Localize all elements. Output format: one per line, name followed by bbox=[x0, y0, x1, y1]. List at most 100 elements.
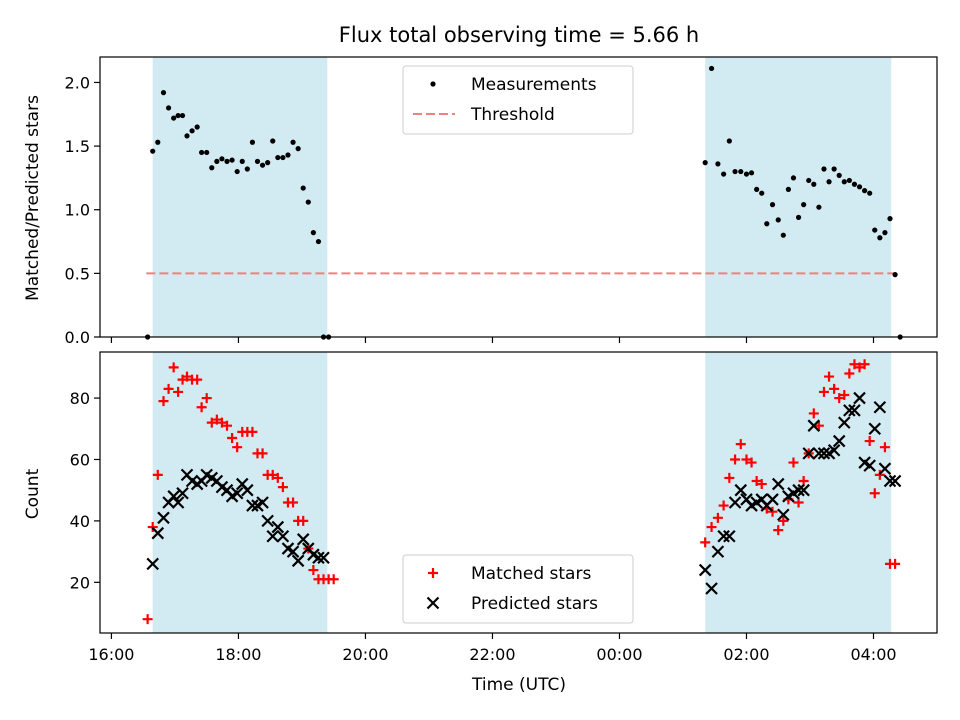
data-point bbox=[317, 551, 330, 565]
data-point bbox=[151, 526, 165, 540]
data-point bbox=[807, 419, 821, 432]
data-point bbox=[192, 374, 203, 385]
data-point bbox=[808, 408, 819, 419]
data-point bbox=[839, 389, 850, 400]
data-point bbox=[176, 486, 189, 500]
x-tick-label: 04:00 bbox=[850, 645, 896, 664]
data-point bbox=[175, 112, 181, 119]
data-point bbox=[147, 522, 158, 533]
data-point bbox=[836, 172, 842, 178]
data-point bbox=[844, 368, 855, 379]
y-axis-label-bottom: Count bbox=[23, 468, 43, 519]
y-tick-label: 0.0 bbox=[65, 328, 90, 347]
legend-box bbox=[402, 554, 634, 624]
data-point bbox=[291, 554, 305, 568]
data-point bbox=[222, 420, 233, 431]
data-point bbox=[864, 436, 875, 447]
data-point bbox=[888, 474, 902, 488]
legend-label: Threshold bbox=[470, 105, 555, 125]
data-point bbox=[204, 149, 210, 156]
data-point bbox=[275, 154, 281, 161]
data-point bbox=[883, 474, 897, 488]
data-point bbox=[271, 520, 285, 534]
data-point bbox=[732, 168, 738, 175]
data-point bbox=[813, 420, 824, 431]
data-point bbox=[312, 551, 325, 565]
x-tick-label: 22:00 bbox=[469, 645, 515, 664]
data-point bbox=[165, 105, 172, 111]
data-point bbox=[790, 175, 797, 181]
data-point bbox=[890, 558, 901, 569]
data-point bbox=[715, 161, 721, 167]
data-point bbox=[706, 522, 717, 533]
data-point bbox=[797, 483, 810, 497]
data-point bbox=[184, 133, 190, 139]
data-point bbox=[266, 529, 280, 543]
data-point bbox=[879, 442, 890, 453]
data-point bbox=[219, 156, 225, 162]
data-point bbox=[241, 483, 254, 497]
data-point bbox=[155, 139, 161, 145]
data-point bbox=[801, 202, 807, 208]
data-point bbox=[863, 459, 876, 472]
data-point bbox=[818, 386, 829, 397]
x-tick-label: 20:00 bbox=[342, 645, 388, 664]
bottom-panel-counts: 20 40 60 80 16:00 18:00 20:00 22:00 00:00 02:00 04… bbox=[70, 351, 938, 664]
data-point bbox=[773, 525, 784, 536]
series-predicted-stars bbox=[146, 391, 902, 595]
data-point bbox=[868, 422, 882, 436]
data-point bbox=[163, 383, 174, 394]
data-point bbox=[867, 190, 873, 196]
y-tick-label: 1.0 bbox=[65, 201, 90, 220]
data-point bbox=[792, 483, 805, 497]
data-point bbox=[244, 166, 250, 172]
data-point bbox=[730, 454, 741, 465]
data-point bbox=[230, 486, 244, 500]
data-point bbox=[168, 362, 179, 373]
data-point bbox=[308, 565, 319, 576]
data-point bbox=[254, 158, 261, 164]
data-point bbox=[849, 359, 860, 370]
legend-box bbox=[402, 65, 634, 135]
data-point bbox=[795, 214, 802, 220]
data-point bbox=[158, 396, 169, 407]
data-point bbox=[272, 472, 283, 483]
data-point bbox=[856, 184, 863, 190]
data-point bbox=[887, 216, 893, 222]
data-point bbox=[298, 515, 309, 526]
data-point bbox=[711, 545, 725, 558]
data-point bbox=[171, 496, 185, 509]
y-tick-label: 0.5 bbox=[65, 264, 90, 283]
x-tick-label: 16:00 bbox=[88, 645, 134, 664]
data-point bbox=[872, 227, 878, 233]
data-point bbox=[756, 479, 767, 490]
data-point bbox=[846, 177, 852, 184]
data-point bbox=[877, 235, 883, 241]
data-point bbox=[160, 90, 167, 96]
data-point bbox=[201, 393, 212, 404]
legend-marker bbox=[428, 568, 438, 578]
data-point bbox=[276, 529, 290, 543]
y-tick-label: 40 bbox=[70, 512, 90, 531]
data-point bbox=[300, 185, 306, 191]
data-point bbox=[829, 383, 840, 394]
legend-label: Matched stars bbox=[471, 564, 591, 584]
x-tick-label: 18:00 bbox=[215, 645, 261, 664]
data-point bbox=[150, 148, 156, 154]
data-point bbox=[785, 186, 791, 192]
data-point bbox=[780, 232, 786, 238]
y-tick-label: 80 bbox=[70, 389, 90, 408]
data-point bbox=[882, 230, 888, 236]
legend: Matched stars Predicted stars bbox=[402, 554, 634, 624]
data-point bbox=[285, 152, 291, 158]
y-tick-label: 1.5 bbox=[65, 137, 90, 156]
data-point bbox=[848, 404, 861, 417]
data-point bbox=[227, 432, 238, 443]
data-point bbox=[743, 171, 750, 177]
data-point bbox=[246, 499, 259, 512]
data-point bbox=[209, 165, 215, 171]
data-point bbox=[862, 188, 868, 194]
data-point bbox=[826, 179, 832, 185]
data-point bbox=[851, 181, 858, 187]
data-point bbox=[310, 230, 316, 236]
